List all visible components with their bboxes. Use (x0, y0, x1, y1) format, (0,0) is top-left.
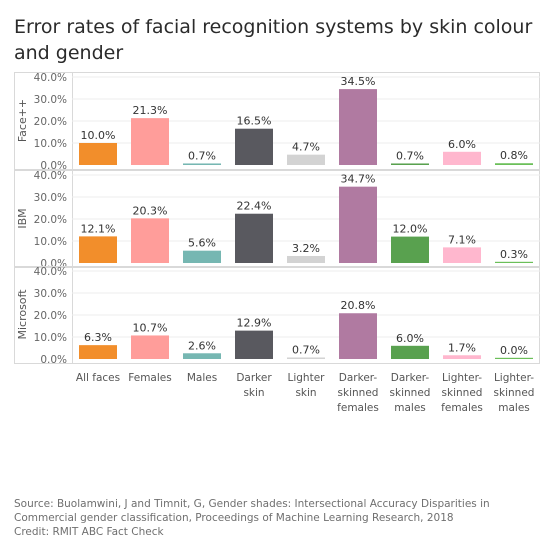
bar (131, 218, 169, 263)
bar (391, 345, 429, 359)
data-label: 0.3% (500, 248, 528, 261)
x-tick-label: Females (128, 372, 171, 384)
data-label: 0.0% (500, 344, 528, 357)
bar (339, 313, 377, 359)
data-label: 3.2% (292, 242, 320, 255)
x-tick-label: Lighter-skinned females (441, 372, 483, 414)
panel-label: Face++ (16, 99, 29, 142)
bar (495, 261, 533, 263)
data-label: 7.1% (448, 233, 476, 246)
bar (131, 118, 169, 165)
data-label: 4.7% (292, 141, 320, 154)
y-tick-label: 0.0% (40, 354, 67, 366)
data-label: 6.0% (448, 138, 476, 151)
data-label: 0.7% (396, 149, 424, 162)
data-label: 0.8% (500, 149, 528, 162)
y-tick-label: 30.0% (34, 94, 67, 106)
bar (495, 163, 533, 165)
data-label: 12.1% (81, 222, 116, 235)
data-label: 0.7% (292, 343, 320, 356)
bar (287, 357, 325, 359)
x-tick-label: Males (187, 372, 217, 384)
y-tick-label: 30.0% (34, 288, 67, 300)
bar (287, 154, 325, 165)
y-tick-label: 30.0% (34, 192, 67, 204)
panel-label: Microsoft (16, 289, 29, 340)
data-label: 22.4% (237, 200, 272, 213)
data-label: 10.0% (81, 129, 116, 142)
bar (235, 128, 273, 165)
bar (79, 143, 117, 165)
data-label: 16.5% (237, 115, 272, 128)
bar (183, 353, 221, 359)
bar (235, 330, 273, 359)
y-tick-label: 20.0% (34, 310, 67, 322)
bar (339, 89, 377, 165)
y-tick-label: 0.0% (40, 160, 67, 172)
data-label: 12.0% (393, 223, 428, 236)
bar (183, 163, 221, 165)
data-label: 20.3% (133, 204, 168, 217)
y-tick-label: 10.0% (34, 138, 67, 150)
y-tick-label: 40.0% (34, 170, 67, 182)
y-tick-label: 40.0% (34, 72, 67, 84)
data-label: 34.5% (341, 75, 376, 88)
bar (287, 255, 325, 263)
bar (183, 250, 221, 263)
y-tick-label: 20.0% (34, 116, 67, 128)
bar (443, 355, 481, 359)
bar (131, 335, 169, 359)
bar (235, 213, 273, 263)
y-tick-label: 40.0% (34, 266, 67, 278)
chart-footer: Source: Buolamwini, J and Timnit, G, Gen… (14, 497, 544, 539)
x-tick-label: Lighter-skinned males (494, 372, 535, 414)
bar (339, 186, 377, 263)
x-tick-label: All faces (76, 372, 120, 384)
x-tick-label: Darker-skinned females (337, 372, 379, 414)
bar (391, 236, 429, 263)
bar (443, 151, 481, 165)
bar (391, 163, 429, 165)
data-label: 5.6% (188, 237, 216, 250)
data-label: 6.3% (84, 331, 112, 344)
bar (495, 357, 533, 359)
data-label: 21.3% (133, 104, 168, 117)
bar (443, 247, 481, 263)
y-tick-label: 10.0% (34, 236, 67, 248)
panel-label: IBM (16, 208, 29, 228)
data-label: 12.9% (237, 317, 272, 330)
bar (79, 345, 117, 359)
data-label: 1.7% (448, 341, 476, 354)
y-tick-label: 10.0% (34, 332, 67, 344)
bar (79, 236, 117, 263)
credit-note: Credit: RMIT ABC Fact Check (14, 526, 164, 538)
x-tick-label: Darker skin (236, 372, 272, 399)
data-label: 10.7% (133, 321, 168, 334)
source-note: Source: Buolamwini, J and Timnit, G, Gen… (14, 498, 490, 524)
x-tick-label: Lighter skin (288, 372, 326, 399)
chart-title: Error rates of facial recognition system… (14, 16, 533, 64)
y-tick-label: 20.0% (34, 214, 67, 226)
data-label: 20.8% (341, 299, 376, 312)
data-label: 2.6% (188, 339, 216, 352)
data-label: 6.0% (396, 332, 424, 345)
data-label: 0.7% (188, 149, 216, 162)
x-tick-label: Darker-skinned males (390, 372, 431, 414)
data-label: 34.7% (341, 173, 376, 186)
